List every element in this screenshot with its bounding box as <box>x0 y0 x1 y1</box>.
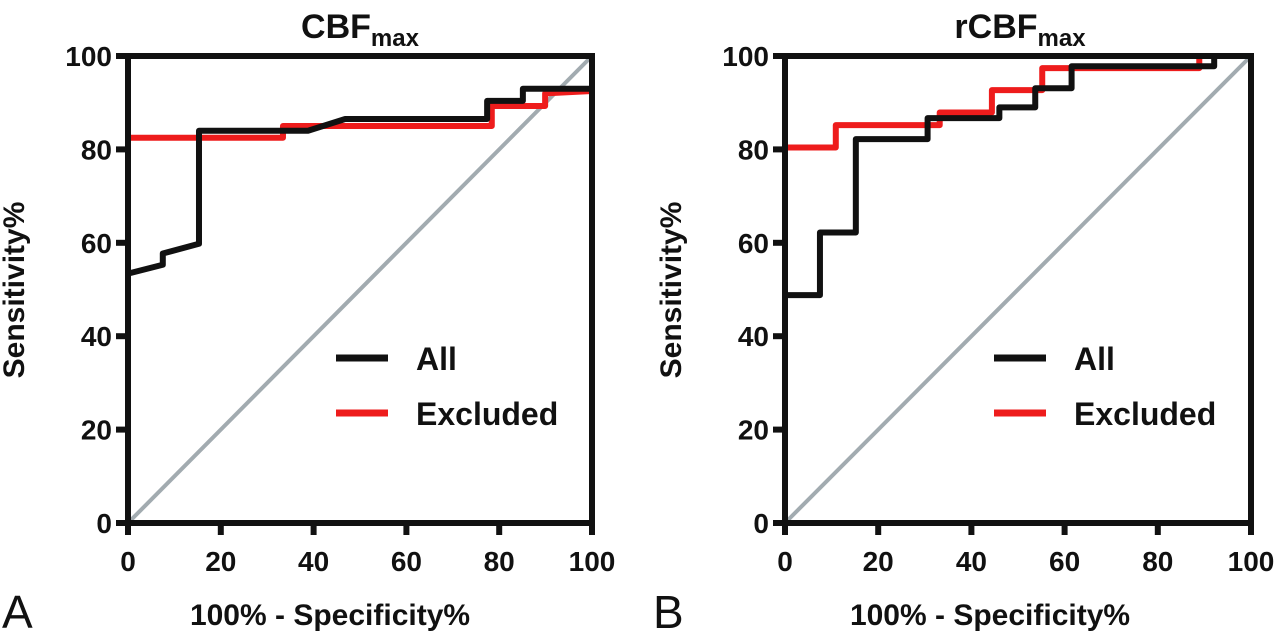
x-axis-label: 100% - Specificity% <box>190 599 470 632</box>
x-tick-label: 80 <box>484 546 515 577</box>
y-tick-label: 20 <box>81 415 112 446</box>
plot-area: 0 20 40 60 80 100 0 20 40 60 80 100 All Excluded <box>65 41 615 577</box>
x-tick-label: 60 <box>1049 546 1080 577</box>
series-line-excluded <box>125 88 593 274</box>
series-line-excluded <box>782 56 1203 296</box>
y-tick-label: 100 <box>65 41 112 72</box>
x-tick-label: 0 <box>777 546 793 577</box>
title-main: rCBF <box>954 8 1037 46</box>
series-line-all <box>785 56 1218 299</box>
y-tick-label: 20 <box>738 415 769 446</box>
panel-letter: A <box>2 586 33 637</box>
y-tick-label: 100 <box>722 41 769 72</box>
y-tick-label: 40 <box>738 321 769 352</box>
x-tick-label: 20 <box>205 546 236 577</box>
y-tick-label: 0 <box>96 508 112 539</box>
y-axis-label: Sensitivity% <box>655 202 688 379</box>
x-axis-label: 100% - Specificity% <box>850 599 1130 632</box>
legend-label-excluded: Excluded <box>416 396 558 432</box>
x-tick-label: 20 <box>863 546 894 577</box>
x-tick-label: 40 <box>298 546 329 577</box>
reference-diagonal-line <box>126 54 594 525</box>
panel-letter: B <box>653 586 684 637</box>
y-axis-label: Sensitivity% <box>0 202 31 379</box>
x-tick-label: 0 <box>120 546 136 577</box>
series-line-all <box>127 56 595 277</box>
y-tick-label: 0 <box>753 508 769 539</box>
x-tick-label: 80 <box>1142 546 1173 577</box>
axes-frame <box>125 53 595 526</box>
y-tick-label: 60 <box>738 228 769 259</box>
panel-b: rCBFmax Sensitivity% 100% - Specificity%… <box>653 8 1274 637</box>
y-tick-label: 40 <box>81 321 112 352</box>
x-tick-label: 100 <box>569 546 616 577</box>
plot-area: 0 20 40 60 80 100 0 20 40 60 80 100 All Excluded <box>722 41 1274 577</box>
x-tick-label: 40 <box>956 546 987 577</box>
title-subscript: max <box>371 25 420 52</box>
axes-frame <box>782 53 1254 526</box>
x-tick-label: 100 <box>1228 546 1275 577</box>
chart-title: CBFmax <box>301 8 420 52</box>
legend-label-excluded: Excluded <box>1074 396 1216 432</box>
x-tick-label: 60 <box>391 546 422 577</box>
legend-label-all: All <box>1074 341 1115 377</box>
y-tick-label: 80 <box>738 134 769 165</box>
y-tick-label: 60 <box>81 228 112 259</box>
title-subscript: max <box>1038 25 1087 52</box>
reference-diagonal-line <box>783 54 1253 525</box>
legend-label-all: All <box>416 341 457 377</box>
chart-title: rCBFmax <box>954 8 1086 52</box>
title-main: CBF <box>301 8 371 46</box>
panel-a: CBFmax Sensitivity% 100% - Specificity% … <box>0 8 615 637</box>
y-tick-label: 80 <box>81 134 112 165</box>
